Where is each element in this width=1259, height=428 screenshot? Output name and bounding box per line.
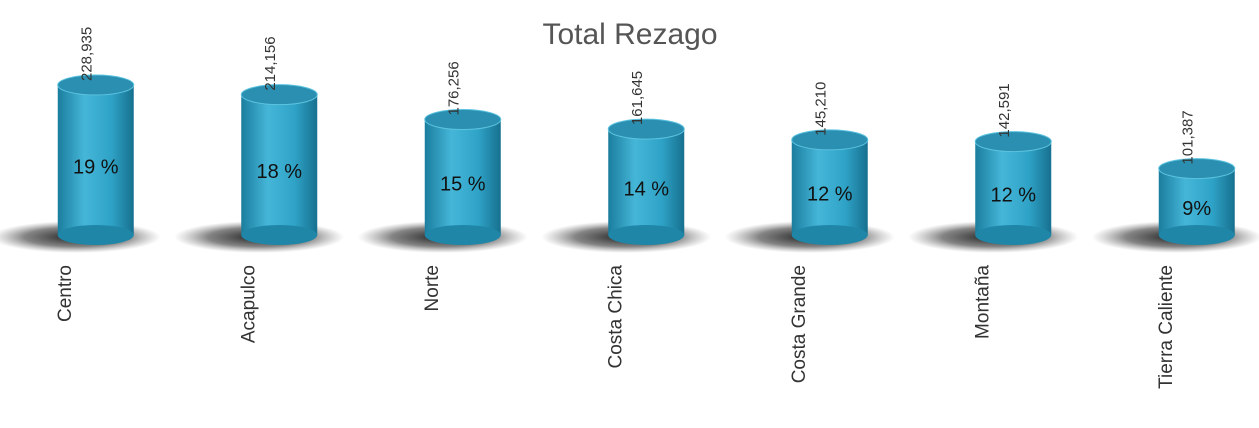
bar	[1158, 168, 1235, 235]
value-label: 101,387	[1180, 110, 1197, 164]
x-tick-label: Tierra Caliente	[1156, 265, 1177, 389]
chart-title: Total Rezago	[542, 18, 717, 51]
bar	[241, 94, 318, 235]
value-label: 161,645	[629, 71, 646, 125]
bar-bottom	[241, 225, 318, 245]
percentage-label: 19 %	[73, 156, 119, 178]
percentage-label: 12 %	[990, 185, 1036, 207]
value-label: 176,256	[446, 61, 463, 115]
percentage-label: 15 %	[440, 174, 486, 196]
bar-top	[424, 109, 502, 131]
percentage-label: 14 %	[623, 178, 669, 200]
bar-top	[607, 118, 685, 140]
value-label: 214,156	[262, 36, 279, 90]
bar	[57, 85, 134, 235]
bar	[975, 141, 1052, 235]
value-label: 145,210	[813, 82, 830, 136]
x-tick-label: Montaña	[972, 265, 993, 339]
bar	[608, 129, 685, 235]
percentage-label: 12 %	[807, 184, 853, 206]
bar-top	[1158, 158, 1236, 180]
bar-top	[791, 129, 869, 151]
bar-bottom	[608, 225, 685, 245]
x-tick-label: Costa Chica	[605, 265, 626, 369]
bar-bottom	[424, 225, 501, 245]
percentage-label: 18 %	[256, 161, 302, 183]
value-label: 228,935	[79, 27, 96, 81]
x-tick-label: Costa Grande	[789, 265, 810, 383]
bar-top	[974, 131, 1052, 153]
percentage-label: 9%	[1182, 198, 1211, 220]
bar-top	[240, 84, 318, 106]
x-tick-label: Norte	[422, 265, 443, 311]
bar	[424, 119, 501, 235]
bar-bottom	[791, 225, 868, 245]
bar-top	[57, 74, 135, 96]
x-tick-label: Centro	[55, 265, 76, 322]
bar-bottom	[57, 225, 134, 245]
bar	[791, 139, 868, 235]
bar-bottom	[975, 225, 1052, 245]
bar-bottom	[1158, 225, 1235, 245]
value-label: 142,591	[996, 83, 1013, 137]
x-tick-label: Acapulco	[238, 265, 259, 343]
